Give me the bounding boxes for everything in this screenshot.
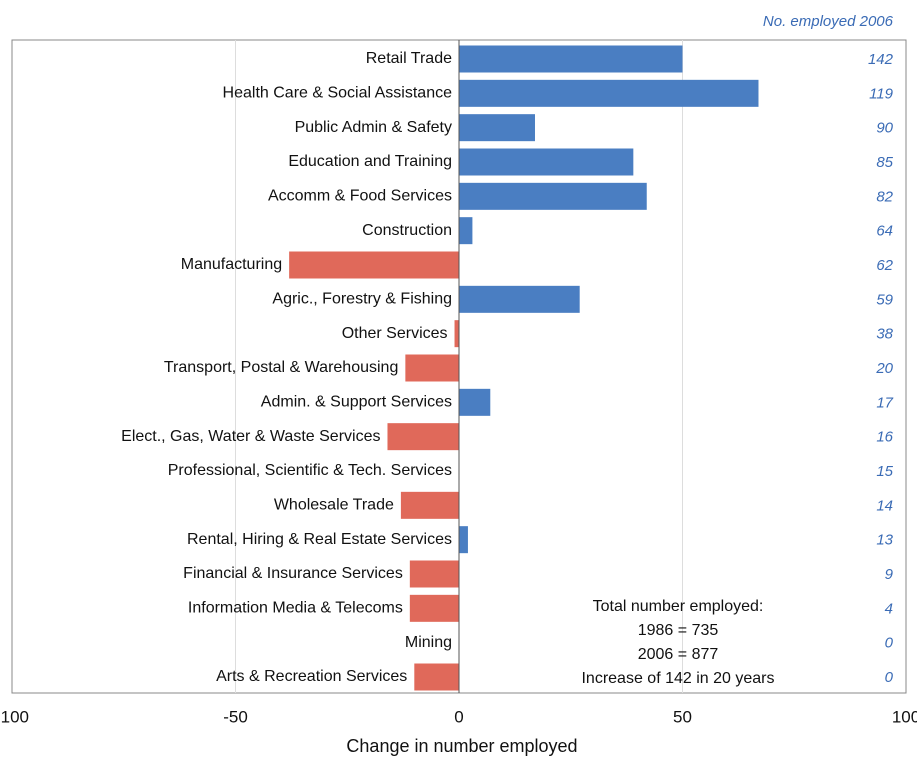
category-label: Arts & Recreation Services	[216, 668, 407, 685]
employed-value: 20	[875, 360, 893, 377]
bar	[405, 354, 459, 382]
category-label: Health Care & Social Assistance	[223, 85, 453, 102]
annotation: Increase of 142 in 20 years	[581, 670, 774, 687]
x-axis-title: Change in number employed	[346, 736, 577, 756]
bar	[459, 217, 473, 245]
employed-value: 90	[876, 120, 893, 137]
employed-value: 82	[876, 188, 893, 205]
column-title: No. employed 2006	[763, 13, 894, 30]
employed-value: 0	[885, 635, 894, 652]
category-label: Financial & Insurance Services	[183, 565, 403, 582]
x-tick-label: 50	[673, 707, 692, 726]
category-label: Construction	[362, 222, 452, 239]
employed-value: 17	[876, 394, 893, 411]
category-label: Professional, Scientific & Tech. Service…	[168, 462, 452, 479]
x-tick-label: 0	[454, 707, 463, 726]
category-label: Education and Training	[288, 153, 452, 170]
category-label: Other Services	[342, 325, 448, 342]
annotation: Total number employed:	[593, 598, 764, 615]
annotation: 2006 = 877	[638, 646, 719, 663]
bar	[459, 182, 647, 210]
employed-value: 9	[885, 566, 894, 583]
category-label: Retail Trade	[366, 50, 452, 67]
category-label: Public Admin & Safety	[295, 119, 452, 136]
employed-value: 119	[869, 85, 894, 102]
employed-value: 13	[876, 532, 893, 549]
bar	[409, 594, 459, 622]
category-label: Accomm & Food Services	[268, 188, 452, 205]
category-label: Wholesale Trade	[274, 497, 394, 514]
employed-value: 64	[876, 223, 893, 240]
employed-value: 62	[876, 257, 893, 274]
bar	[459, 285, 580, 313]
x-tick-label: -100	[0, 707, 29, 726]
category-label: Manufacturing	[181, 256, 282, 273]
category-label: Information Media & Telecoms	[188, 600, 403, 617]
x-tick-label: -50	[223, 707, 248, 726]
bar	[459, 388, 491, 416]
bar	[454, 320, 459, 348]
annotation: 1986 = 735	[638, 622, 719, 639]
employed-value: 85	[876, 154, 893, 171]
category-label: Elect., Gas, Water & Waste Services	[121, 428, 380, 445]
bar	[459, 114, 535, 142]
bar	[459, 79, 759, 107]
bar	[387, 423, 459, 451]
category-label: Admin. & Support Services	[261, 394, 452, 411]
category-label: Mining	[405, 634, 452, 651]
bar	[459, 148, 634, 176]
employed-value: 142	[868, 51, 894, 68]
employed-value: 38	[876, 326, 893, 343]
employed-value: 0	[885, 669, 894, 686]
employed-value: 59	[876, 291, 893, 308]
bar	[459, 45, 683, 73]
category-label: Rental, Hiring & Real Estate Services	[187, 531, 452, 548]
employed-value: 4	[885, 600, 893, 617]
bar	[459, 526, 468, 554]
employed-value: 14	[876, 497, 893, 514]
employed-value: 15	[876, 463, 893, 480]
category-label: Transport, Postal & Warehousing	[164, 359, 398, 376]
category-label: Agric., Forestry & Fishing	[272, 291, 452, 308]
bar	[289, 251, 459, 279]
bar	[414, 663, 459, 691]
x-tick-label: 100	[892, 707, 917, 726]
bar	[400, 491, 459, 519]
bar	[409, 560, 459, 588]
employed-value: 16	[876, 429, 893, 446]
